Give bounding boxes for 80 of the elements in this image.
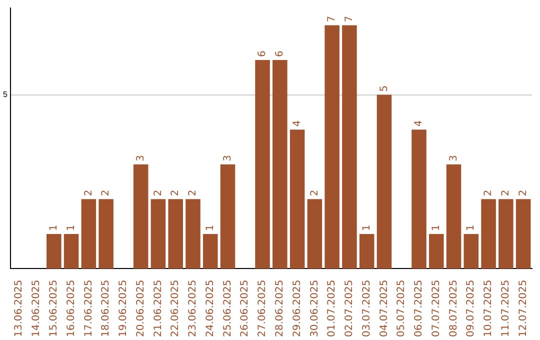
x-tick-label: 03.07.2025 <box>361 280 372 338</box>
x-tick-label: 15.06.2025 <box>48 280 60 338</box>
x-tick-label: 02.07.2025 <box>344 280 356 338</box>
bar <box>64 234 79 269</box>
bar <box>272 60 288 269</box>
bar <box>290 130 305 269</box>
x-tick-label: 06.07.2025 <box>414 280 425 338</box>
data-label: 1 <box>466 224 477 231</box>
data-label: 3 <box>135 154 146 162</box>
x-tick-label: 17.06.2025 <box>83 280 94 338</box>
data-label: 4 <box>292 120 303 127</box>
x-tick-label: 14.06.2025 <box>31 280 42 338</box>
x-tick-label: 04.07.2025 <box>378 280 390 338</box>
data-label: 6 <box>257 50 268 57</box>
x-tick-label: 22.06.2025 <box>170 280 182 338</box>
x-tick-label: 23.06.2025 <box>188 280 199 338</box>
data-label: 2 <box>500 190 512 196</box>
data-label: 7 <box>326 16 338 22</box>
bar <box>446 164 462 269</box>
data-label: 2 <box>309 190 320 196</box>
x-tick-label: 11.07.2025 <box>500 280 512 338</box>
data-label: 2 <box>100 190 112 196</box>
x-tick-label: 21.06.2025 <box>152 280 164 338</box>
data-label: 1 <box>204 224 216 231</box>
data-label: 2 <box>518 190 529 196</box>
data-label: 2 <box>188 190 199 196</box>
bar <box>498 199 514 269</box>
data-label: 5 <box>378 85 390 92</box>
bar <box>202 234 218 269</box>
bar <box>220 164 236 269</box>
x-tick-label: 05.07.2025 <box>396 280 408 338</box>
x-tick-label: 10.07.2025 <box>483 280 494 338</box>
x-tick-label: 16.06.2025 <box>66 280 77 338</box>
bar <box>516 199 531 269</box>
x-tick-label: 09.07.2025 <box>466 280 477 338</box>
bar <box>376 94 392 269</box>
data-label: 4 <box>414 120 425 127</box>
x-tick-label: 26.06.2025 <box>240 280 251 338</box>
x-tick-label: 25.06.2025 <box>222 280 234 338</box>
x-tick-label: 01.07.2025 <box>326 280 338 338</box>
bar <box>359 234 374 269</box>
x-tick-label: 19.06.2025 <box>118 280 130 338</box>
data-label: 7 <box>344 16 356 22</box>
data-label: 2 <box>152 190 164 196</box>
bar <box>324 25 340 269</box>
bar <box>168 199 183 269</box>
bar <box>464 234 479 269</box>
x-tick-label: 27.06.2025 <box>257 280 268 338</box>
x-tick-label: 20.06.2025 <box>135 280 146 338</box>
x-tick-label: 29.06.2025 <box>292 280 303 338</box>
bar <box>428 234 444 269</box>
x-tick-label: 08.07.2025 <box>448 280 460 338</box>
x-tick-label: 24.06.2025 <box>204 280 216 338</box>
bar <box>98 199 114 269</box>
bar <box>255 60 270 269</box>
x-tick-label: 12.07.2025 <box>518 280 529 338</box>
x-tick-label: 28.06.2025 <box>274 280 286 338</box>
bar <box>81 199 96 269</box>
data-label: 6 <box>274 50 286 57</box>
bar <box>46 234 62 269</box>
data-label: 2 <box>170 190 182 196</box>
x-tick-label: 07.07.2025 <box>430 280 442 338</box>
data-label: 1 <box>361 224 372 231</box>
data-label: 2 <box>83 190 94 196</box>
bar <box>133 164 148 269</box>
bar <box>481 199 496 269</box>
x-tick-label: 30.06.2025 <box>309 280 320 338</box>
x-tick-label: 13.06.2025 <box>14 280 25 338</box>
bar <box>150 199 166 269</box>
bar <box>186 199 200 269</box>
data-label: 1 <box>430 224 442 231</box>
bar <box>307 199 322 269</box>
data-label: 2 <box>483 190 494 196</box>
data-label: 3 <box>222 154 234 162</box>
data-label: 1 <box>66 224 77 231</box>
data-label: 3 <box>448 154 460 162</box>
data-label: 1 <box>48 224 60 231</box>
bar <box>412 130 426 269</box>
x-tick-label: 18.06.2025 <box>100 280 112 338</box>
bar <box>342 25 357 269</box>
